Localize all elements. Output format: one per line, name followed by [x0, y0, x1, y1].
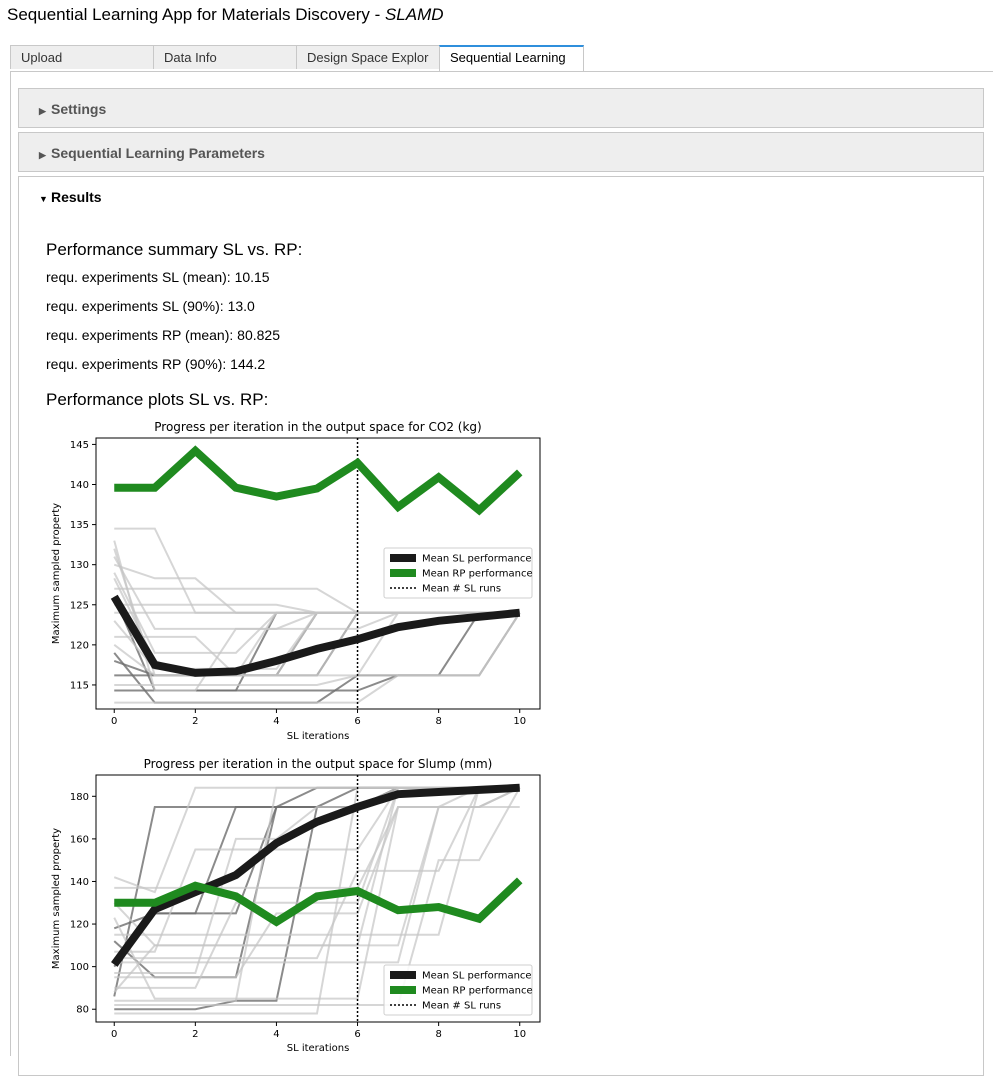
- legend-sl-label: Mean SL performance: [422, 554, 532, 565]
- chart-title: Progress per iteration in the output spa…: [144, 757, 493, 771]
- slump-performance-chart: Progress per iteration in the output spa…: [51, 757, 541, 1054]
- x-tick-label: 6: [354, 1029, 360, 1040]
- legend-vline-label: Mean # SL runs: [422, 584, 501, 595]
- co2-performance-chart: Progress per iteration in the output spa…: [51, 420, 541, 742]
- legend-box: [383, 964, 533, 1016]
- mean-sl-line: [111, 783, 520, 967]
- y-tick-label: 180: [70, 792, 89, 803]
- chart-title: Progress per iteration in the output spa…: [154, 420, 481, 434]
- sl-run-line: [114, 786, 521, 979]
- y-tick-label: 140: [70, 877, 89, 888]
- sl-run-line: [113, 612, 521, 677]
- y-tick-label: 120: [70, 920, 89, 931]
- accordion-sl-parameters[interactable]: ▶ Sequential Learning Parameters: [18, 132, 984, 172]
- y-tick-label: 160: [70, 834, 89, 845]
- accordion-settings[interactable]: ▶ Settings: [18, 88, 984, 128]
- sl-run-line: [114, 786, 520, 953]
- y-tick-label: 100: [70, 962, 89, 973]
- sl-run-line: [114, 612, 521, 704]
- tab-sequential-learning[interactable]: Sequential Learning: [439, 45, 584, 71]
- y-tick-label: 130: [70, 560, 89, 571]
- sl-run-line: [114, 786, 520, 936]
- mean-rp-line: [114, 877, 523, 927]
- y-tick-label: 80: [76, 1005, 89, 1016]
- legend-rp-label: Mean RP performance: [422, 986, 533, 997]
- x-tick-label: 0: [111, 1029, 117, 1040]
- sl-run-line: [113, 786, 520, 979]
- x-tick-label: 10: [513, 716, 526, 727]
- x-tick-label: 10: [513, 1029, 526, 1040]
- tab-design-space-explor[interactable]: Design Space Explor: [296, 45, 440, 69]
- accordion-results[interactable]: ▼ Results: [18, 176, 984, 1076]
- y-tick-label: 145: [70, 440, 89, 451]
- x-tick-label: 2: [192, 716, 198, 727]
- legend-rp-label: Mean RP performance: [422, 569, 533, 580]
- sl-run-line: [113, 786, 520, 968]
- plots-heading: Performance plots SL vs. RP:: [46, 390, 269, 409]
- chart-legend: Mean SL performance Mean RP performance Me…: [383, 964, 533, 1016]
- sl-run-line: [113, 786, 520, 894]
- legend-sl-label: Mean SL performance: [422, 971, 532, 982]
- sl-run-line: [114, 786, 520, 960]
- x-tick-label: 6: [354, 716, 360, 727]
- summary-line: requ. experiments RP (90%): 144.2: [46, 356, 266, 372]
- summary-heading: Performance summary SL vs. RP:: [46, 240, 303, 259]
- legend-box: [383, 547, 533, 599]
- chart-legend: Mean SL performance Mean RP performance Me…: [383, 547, 533, 599]
- caret-right-icon: ▶: [39, 150, 46, 160]
- sl-run-line: [113, 786, 520, 1000]
- accordion-results-label: Results: [51, 189, 102, 205]
- x-tick-label: 0: [111, 716, 117, 727]
- x-tick-label: 8: [435, 716, 441, 727]
- y-tick-label: 125: [70, 600, 89, 611]
- legend-vline-label: Mean # SL runs: [422, 1001, 501, 1012]
- app-title-emphasis: SLAMD: [384, 5, 444, 24]
- sl-run-line: [114, 787, 521, 1006]
- plot-frame: [95, 437, 541, 710]
- caret-right-icon: ▶: [39, 106, 46, 116]
- app-title: Sequential Learning App for Materials Di…: [7, 5, 444, 25]
- x-tick-label: 4: [273, 1029, 279, 1040]
- sl-run-line: [114, 603, 520, 614]
- x-axis-label: SL iterations: [287, 1043, 350, 1054]
- tab-bar: Upload Data Info Design Space Explor Seq…: [10, 45, 993, 72]
- accordion-sl-parameters-label: Sequential Learning Parameters: [51, 145, 265, 161]
- x-tick-label: 4: [273, 716, 279, 727]
- app-title-main: Sequential Learning App for Materials Di…: [7, 5, 385, 24]
- y-axis-label: Maximum sampled property: [51, 503, 62, 644]
- tab-panel: [10, 71, 993, 1056]
- sl-run-line: [114, 786, 521, 964]
- x-tick-label: 2: [192, 1029, 198, 1040]
- summary-line: requ. experiments RP (mean): 80.825: [46, 327, 280, 343]
- tab-data-info[interactable]: Data Info: [153, 45, 297, 69]
- y-tick-label: 140: [70, 480, 89, 491]
- x-tick-label: 8: [435, 1029, 441, 1040]
- tab-upload[interactable]: Upload: [10, 45, 154, 69]
- y-tick-label: 120: [70, 640, 89, 651]
- mean-sl-line: [110, 594, 521, 677]
- summary-line: requ. experiments SL (90%): 13.0: [46, 298, 255, 314]
- sl-run-line: [113, 805, 520, 993]
- summary-line: requ. experiments SL (mean): 10.15: [46, 269, 270, 285]
- x-axis-label: SL iterations: [287, 731, 350, 742]
- sl-run-line: [113, 611, 520, 704]
- y-axis-label: Maximum sampled property: [51, 828, 62, 969]
- y-tick-label: 135: [70, 520, 89, 531]
- mean-rp-line: [114, 445, 523, 516]
- y-tick-label: 115: [70, 680, 89, 691]
- accordion-settings-label: Settings: [51, 101, 107, 117]
- plot-frame: [95, 774, 541, 1023]
- caret-down-icon: ▼: [39, 194, 48, 204]
